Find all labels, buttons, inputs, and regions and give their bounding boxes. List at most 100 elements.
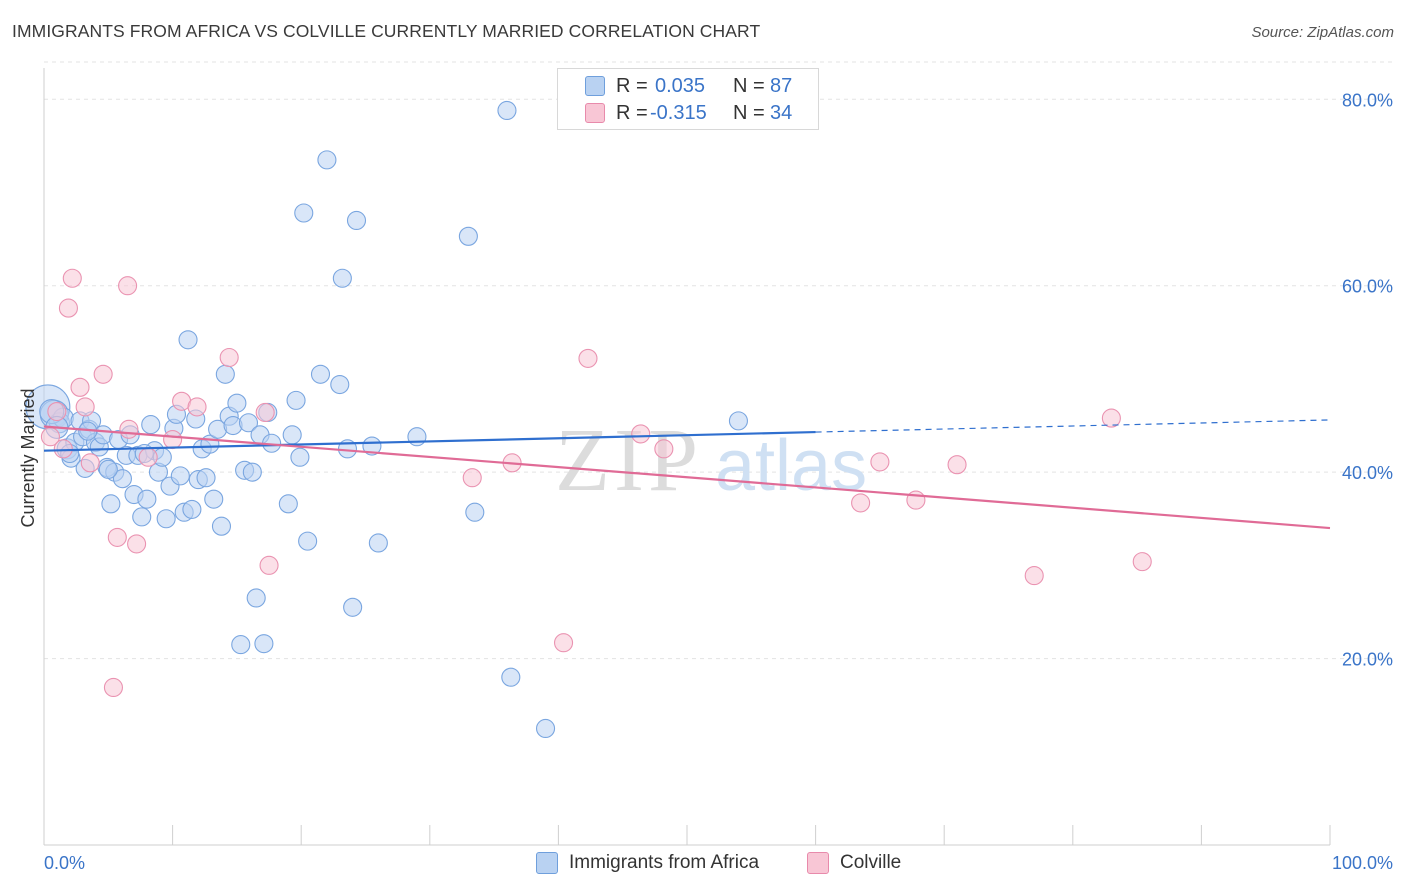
colville-point bbox=[947, 455, 967, 475]
y-tick-label: 60.0% bbox=[1342, 277, 1393, 297]
colville-point bbox=[654, 439, 674, 459]
legend-r-label: R = bbox=[616, 74, 648, 97]
africa-point bbox=[290, 447, 310, 467]
source-credit: Source: ZipAtlas.com bbox=[1251, 24, 1394, 41]
africa-point bbox=[317, 150, 337, 170]
colville-point bbox=[578, 348, 598, 368]
colville-point bbox=[119, 419, 139, 439]
colville-point bbox=[107, 527, 127, 547]
legend-row-africa: R = 0.035 N = 87 bbox=[558, 73, 820, 99]
africa-point bbox=[728, 411, 748, 431]
africa-point bbox=[101, 494, 121, 514]
y-tick-label: 40.0% bbox=[1342, 463, 1393, 483]
africa-point bbox=[362, 436, 382, 456]
legend-row-colville: R = -0.315 N = 34 bbox=[558, 100, 820, 126]
legend-n-label: N = bbox=[733, 101, 765, 124]
legend-swatch-africa bbox=[585, 76, 605, 96]
africa-point bbox=[298, 531, 318, 551]
africa-point bbox=[332, 268, 352, 288]
africa-point bbox=[242, 462, 262, 482]
colville-point bbox=[118, 276, 138, 296]
africa-point bbox=[254, 634, 274, 654]
colville-point bbox=[631, 424, 651, 444]
colville-point bbox=[80, 453, 100, 473]
africa-point bbox=[278, 494, 298, 514]
africa-point bbox=[227, 393, 247, 413]
africa-trend-line bbox=[43, 430, 816, 452]
colville-point bbox=[138, 447, 158, 467]
colville-point bbox=[62, 268, 82, 288]
colville-point bbox=[47, 402, 67, 422]
legend-r-value-africa: 0.035 bbox=[655, 74, 706, 97]
africa-point bbox=[137, 489, 157, 509]
colville-point bbox=[93, 364, 113, 384]
africa-point bbox=[246, 588, 266, 608]
africa-point bbox=[238, 413, 259, 433]
y-tick-label: 20.0% bbox=[1342, 650, 1393, 670]
colville-point bbox=[58, 298, 78, 318]
africa-point bbox=[98, 459, 118, 479]
colville-point bbox=[259, 555, 279, 575]
africa-point bbox=[346, 210, 367, 231]
colville-point bbox=[127, 534, 147, 554]
africa-point bbox=[156, 509, 176, 529]
africa-point bbox=[282, 425, 302, 445]
watermark-atlas: atlas bbox=[715, 426, 867, 506]
colville-point bbox=[187, 397, 207, 417]
africa-point bbox=[204, 489, 224, 509]
legend-r-label: R = bbox=[616, 101, 648, 124]
colville-point bbox=[870, 452, 890, 472]
colville-point bbox=[462, 468, 482, 488]
africa-point bbox=[215, 364, 235, 384]
africa-point bbox=[132, 507, 152, 527]
bottom-legend-swatch-africa bbox=[536, 852, 558, 874]
africa-point bbox=[535, 718, 556, 739]
colville-point bbox=[255, 402, 275, 423]
bottom-legend-label-colville: Colville bbox=[840, 852, 902, 873]
africa-point bbox=[211, 516, 232, 536]
colville-point bbox=[1024, 566, 1044, 586]
africa-point bbox=[141, 415, 161, 435]
legend-swatch-colville bbox=[585, 103, 605, 123]
colville-point bbox=[163, 429, 183, 450]
watermark-zip: ZIP bbox=[555, 411, 702, 510]
y-axis-label: Currently Married bbox=[18, 388, 38, 527]
colville-point bbox=[103, 677, 123, 698]
colville-point bbox=[53, 439, 73, 459]
legend-n-value-africa: 87 bbox=[770, 74, 793, 97]
axes bbox=[43, 68, 1331, 846]
africa-point bbox=[501, 667, 521, 687]
africa-point bbox=[330, 374, 350, 395]
colville-point bbox=[75, 397, 95, 417]
africa-point bbox=[112, 469, 132, 489]
africa-trend-extension bbox=[815, 419, 1331, 433]
africa-point bbox=[170, 466, 190, 486]
africa-point bbox=[182, 499, 202, 519]
africa-point bbox=[368, 533, 388, 553]
africa-point bbox=[310, 364, 331, 384]
x-tick-label-max: 100.0% bbox=[1332, 853, 1393, 873]
legend-r-value-colville: -0.315 bbox=[650, 101, 707, 124]
legend-box: R = 0.035 N = 87 R = -0.315 N = 34 bbox=[557, 68, 819, 130]
africa-point bbox=[343, 597, 363, 617]
africa-point bbox=[178, 330, 198, 350]
africa-point bbox=[196, 468, 216, 488]
africa-point bbox=[286, 390, 306, 410]
colville-point bbox=[553, 633, 574, 653]
watermark: ZIP atlas bbox=[555, 411, 867, 510]
africa-point bbox=[458, 226, 478, 246]
africa-point bbox=[294, 203, 314, 223]
colville-point bbox=[1101, 408, 1121, 428]
colville-trend-line bbox=[43, 425, 1331, 530]
legend-n-label: N = bbox=[733, 74, 765, 97]
africa-point bbox=[223, 415, 243, 436]
trend-lines bbox=[43, 419, 1331, 530]
bottom-legend-label-africa: Immigrants from Africa bbox=[569, 852, 760, 873]
legend-n-value-colville: 34 bbox=[770, 101, 793, 124]
chart-title: IMMIGRANTS FROM AFRICA VS COLVILLE CURRE… bbox=[12, 21, 761, 41]
bottom-legend-swatch-colville bbox=[807, 852, 829, 874]
colville-point bbox=[219, 347, 239, 368]
colville-point bbox=[1132, 552, 1152, 572]
colville-point bbox=[851, 493, 871, 513]
